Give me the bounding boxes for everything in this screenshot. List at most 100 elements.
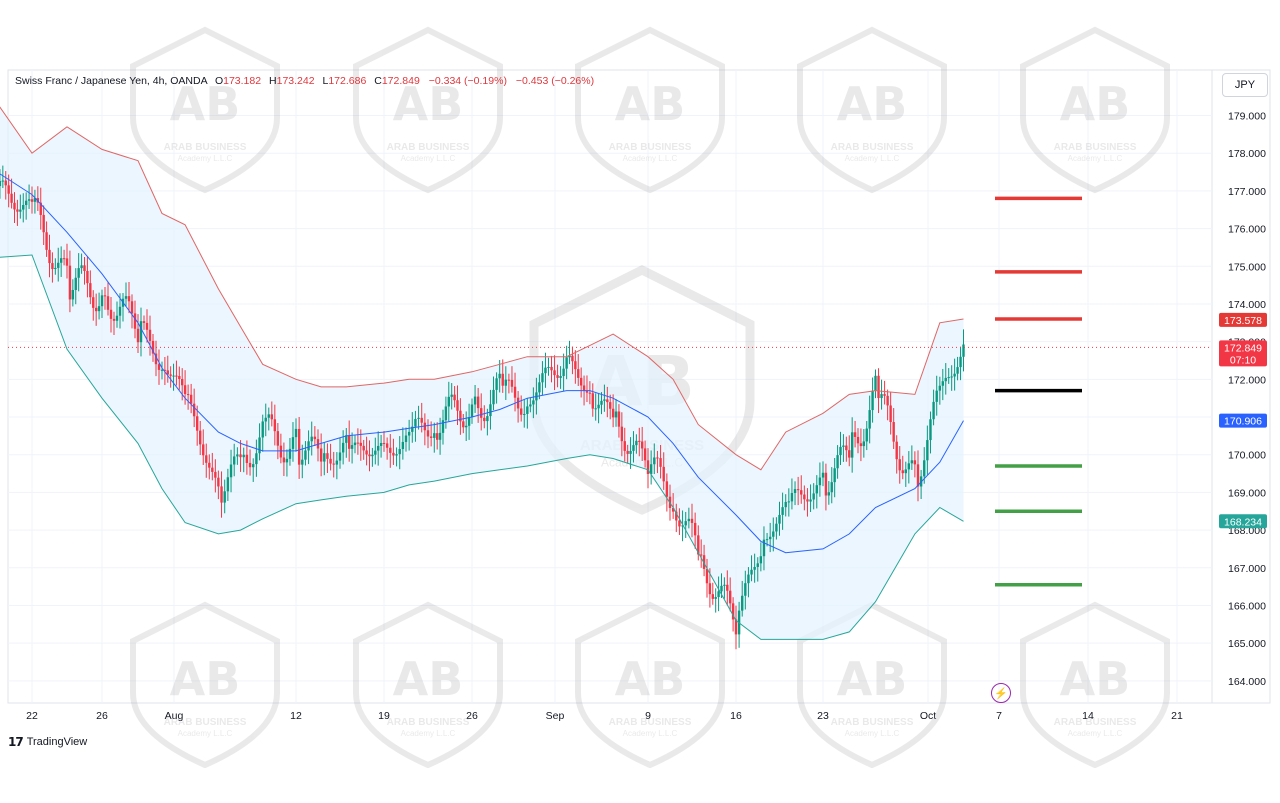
symbol-title[interactable]: Swiss Franc / Japanese Yen, 4h, OANDA bbox=[15, 75, 208, 87]
candle-body bbox=[282, 457, 286, 463]
candle-body bbox=[74, 277, 77, 290]
candle-body bbox=[51, 263, 54, 270]
candle-body bbox=[365, 450, 368, 455]
candle-body bbox=[376, 445, 380, 451]
candle-body bbox=[476, 396, 480, 409]
candle-body bbox=[89, 283, 92, 298]
candle-body bbox=[59, 258, 63, 263]
resistance-badge: 173.578 bbox=[1224, 315, 1262, 327]
candle-body bbox=[784, 501, 787, 508]
y-tick-label: 166.000 bbox=[1228, 600, 1266, 612]
x-tick-label: Oct bbox=[920, 710, 936, 722]
candle-body bbox=[217, 477, 220, 487]
candle-body bbox=[362, 445, 365, 451]
candle-body bbox=[444, 406, 448, 421]
price-badge: 172.849 bbox=[1224, 342, 1262, 354]
candle-body bbox=[100, 295, 104, 307]
watermark-shield bbox=[797, 601, 947, 769]
candle-body bbox=[353, 442, 357, 446]
candle-body bbox=[68, 265, 72, 300]
ma-badge: 170.906 bbox=[1224, 416, 1262, 428]
candle-body bbox=[371, 454, 374, 457]
candle-body bbox=[588, 392, 592, 394]
candle-body bbox=[270, 414, 274, 420]
candle-body bbox=[959, 356, 962, 368]
candle-body bbox=[214, 471, 217, 478]
candle-body bbox=[404, 435, 408, 442]
tradingview-brand: TradingView bbox=[26, 736, 88, 748]
candle-body bbox=[127, 296, 131, 302]
candle-body bbox=[323, 453, 326, 462]
candle-body bbox=[236, 454, 239, 457]
watermark-line1: ARAB BUSINESS bbox=[164, 142, 247, 153]
lightning-icon[interactable]: ⚡ bbox=[991, 683, 1011, 703]
price-badge-countdown: 07:10 bbox=[1230, 354, 1256, 366]
candle-body bbox=[629, 450, 632, 454]
watermark-line2: Academy L.L.C bbox=[401, 729, 456, 738]
candle-body bbox=[597, 404, 600, 409]
watermark-shield bbox=[353, 26, 503, 194]
watermark-line1: ARAB BUSINESS bbox=[387, 142, 470, 153]
candle-body bbox=[297, 428, 301, 465]
candle-body bbox=[571, 355, 574, 362]
candle-body bbox=[895, 441, 898, 460]
candle-body bbox=[382, 442, 386, 444]
candle-body bbox=[92, 297, 95, 308]
candle-body bbox=[787, 501, 791, 503]
candle-body bbox=[130, 301, 134, 314]
candle-body bbox=[935, 390, 938, 402]
candle-body bbox=[665, 481, 669, 497]
candle-body bbox=[926, 440, 929, 461]
candle-body bbox=[681, 525, 684, 527]
candle-body bbox=[498, 373, 501, 379]
currency-button[interactable]: JPY bbox=[1222, 73, 1268, 97]
candle-body bbox=[565, 357, 568, 369]
candle-body bbox=[97, 306, 101, 312]
watermark-text: AB bbox=[615, 652, 686, 706]
candle-body bbox=[441, 420, 445, 433]
candle-body bbox=[261, 421, 264, 438]
candle-body bbox=[341, 442, 345, 453]
candle-body bbox=[848, 450, 851, 458]
x-tick-label: Sep bbox=[546, 710, 565, 722]
candle-body bbox=[623, 441, 626, 451]
candle-body bbox=[827, 492, 831, 496]
watermark-line2: Academy L.L.C bbox=[623, 154, 678, 163]
candle-body bbox=[335, 460, 339, 465]
candle-body bbox=[86, 270, 89, 284]
upper-band-line bbox=[0, 106, 964, 471]
candle-body bbox=[157, 364, 161, 370]
candle-body bbox=[435, 433, 439, 440]
candle-body bbox=[258, 437, 261, 454]
candle-body bbox=[205, 455, 208, 463]
candle-body bbox=[953, 373, 956, 377]
candle-body bbox=[591, 393, 594, 409]
candle-body bbox=[438, 432, 442, 440]
watermark-line2: Academy L.L.C bbox=[845, 729, 900, 738]
candle-body bbox=[824, 472, 828, 496]
x-tick-label: 14 bbox=[1082, 710, 1094, 722]
candle-body bbox=[0, 181, 2, 187]
candle-body bbox=[239, 454, 242, 458]
candle-body bbox=[115, 315, 119, 321]
y-tick-label: 176.000 bbox=[1228, 224, 1266, 236]
candle-body bbox=[944, 377, 947, 382]
watermark-shield bbox=[1020, 601, 1170, 769]
candle-body bbox=[756, 563, 759, 567]
candle-body bbox=[301, 459, 304, 465]
candle-body bbox=[693, 522, 697, 536]
tradingview-footer[interactable]: 17 TradingView bbox=[8, 735, 87, 749]
candle-body bbox=[160, 369, 164, 371]
watermark-shield bbox=[575, 601, 725, 769]
x-tick-label: 19 bbox=[378, 710, 390, 722]
candle-body bbox=[374, 450, 377, 455]
candle-body bbox=[154, 353, 158, 365]
candle-body bbox=[640, 441, 644, 449]
ma-badge-bg bbox=[1219, 413, 1267, 428]
candle-body bbox=[932, 401, 935, 420]
candle-body bbox=[4, 180, 7, 186]
